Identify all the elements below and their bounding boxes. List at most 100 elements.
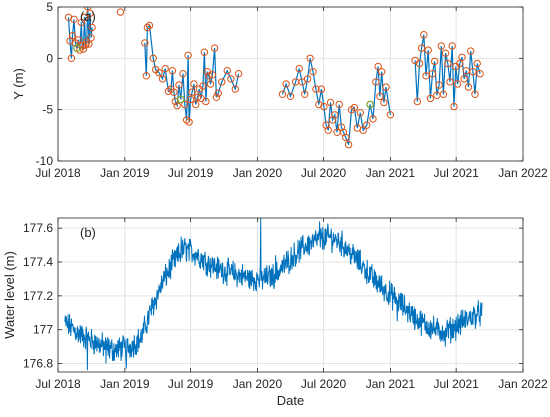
data-point <box>372 78 380 86</box>
data-point <box>476 70 484 78</box>
x-tick-label: Jul 2020 <box>301 166 347 180</box>
data-point <box>359 126 367 134</box>
data-point <box>428 70 437 78</box>
data-point <box>179 70 187 78</box>
data-point <box>320 102 328 111</box>
data-point <box>86 9 94 17</box>
data-point <box>67 54 76 62</box>
data-point <box>212 93 221 102</box>
data-point <box>81 41 90 49</box>
y-axis-label: Y (m) <box>11 68 26 100</box>
data-point <box>331 111 339 119</box>
data-point-highlight <box>73 44 81 52</box>
x-tick-label: Jul 2020 <box>301 377 347 391</box>
y-axis-label: Water level (m) <box>2 251 17 339</box>
data-point-highlight <box>177 95 185 104</box>
data-point <box>84 7 92 11</box>
plot-area <box>64 218 483 371</box>
data-point <box>214 89 222 97</box>
data-point <box>431 57 439 66</box>
data-point <box>312 85 320 93</box>
x-tick-label: Jan 2019 <box>100 166 150 180</box>
x-tick-label: Jul 2021 <box>433 377 479 391</box>
y-tick-label: -5 <box>42 103 53 117</box>
data-point <box>317 85 326 93</box>
y-tick-label: -10 <box>36 154 54 168</box>
data-point <box>116 8 125 16</box>
data-point <box>145 21 154 30</box>
data-point <box>83 38 91 46</box>
series-line <box>144 24 240 123</box>
data-point <box>231 85 240 93</box>
data-point <box>142 72 151 80</box>
panel-b-chart: Jul 2018 Jan 2019 Jul 2019 Jan 2020 Jul 2020… <box>2 217 548 408</box>
data-point <box>342 133 350 142</box>
data-point <box>453 80 462 88</box>
data-point <box>181 100 189 109</box>
data-point <box>77 18 86 27</box>
series-line <box>281 58 391 145</box>
x-tick-label: Jul 2019 <box>168 377 214 391</box>
data-point <box>464 83 473 91</box>
data-point <box>188 88 196 96</box>
plot-area <box>64 7 484 149</box>
data-point <box>356 109 364 117</box>
data-point <box>376 92 384 101</box>
data-point <box>80 13 89 21</box>
data-point <box>158 75 167 83</box>
data-point <box>85 40 93 48</box>
data-point <box>88 23 96 32</box>
data-point <box>306 54 314 62</box>
data-point <box>326 98 335 107</box>
series-line <box>64 218 483 371</box>
data-point <box>205 72 213 80</box>
data-point <box>301 90 309 99</box>
data-point <box>344 140 353 149</box>
data-point <box>200 48 209 56</box>
data-point <box>295 64 303 73</box>
data-point <box>426 94 435 103</box>
y-tick-label: 0 <box>46 51 53 65</box>
series-line <box>414 34 481 107</box>
y-tick-label: 177.2 <box>23 289 53 303</box>
data-point <box>175 81 183 89</box>
data-point <box>458 53 466 61</box>
data-point-highlight <box>366 100 374 109</box>
y-tick-label: 177.4 <box>23 255 53 269</box>
data-point <box>282 80 290 88</box>
data-point <box>413 97 421 106</box>
data-point <box>74 36 83 44</box>
data-point <box>473 59 481 68</box>
x-tick-label: Jan 2020 <box>233 166 283 180</box>
data-point <box>227 75 235 83</box>
data-point <box>424 46 432 54</box>
data-point <box>193 93 202 102</box>
data-point <box>382 83 390 91</box>
data-point <box>192 100 200 109</box>
data-point <box>448 42 456 50</box>
data-point <box>202 97 210 106</box>
data-point <box>324 126 332 134</box>
data-point <box>439 90 448 99</box>
data-point <box>223 67 232 75</box>
data-point <box>186 95 195 104</box>
data-point <box>417 44 426 52</box>
x-tick-label: Jan 2022 <box>498 377 548 391</box>
panel-label: (a) <box>80 9 96 24</box>
data-point <box>435 81 443 89</box>
y-tick-label: 176.8 <box>23 357 53 371</box>
data-point <box>380 98 388 107</box>
data-point <box>422 72 430 80</box>
data-point <box>149 54 157 62</box>
data-point <box>70 15 78 23</box>
axes-frame <box>57 6 524 162</box>
data-point <box>210 44 219 52</box>
x-axis-label: Date <box>277 393 304 408</box>
x-tick-label: Jul 2018 <box>35 166 81 180</box>
data-point <box>218 78 226 86</box>
data-point <box>415 59 424 68</box>
x-tick-label: Jan 2022 <box>498 166 548 180</box>
data-point <box>456 59 464 68</box>
data-point <box>460 75 468 83</box>
data-point <box>234 70 243 78</box>
